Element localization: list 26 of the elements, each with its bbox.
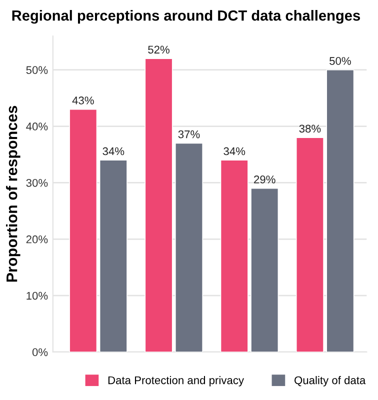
data-label: 38% — [299, 124, 321, 133]
bar — [250, 188, 279, 352]
bar — [326, 69, 354, 352]
data-label: 37% — [178, 130, 200, 138]
chart-title: Regional perceptions around DCT data challenges — [12, 10, 360, 24]
legend-label: Data Protection and privacy — [108, 376, 244, 386]
data-label: 34% — [102, 147, 124, 156]
y-tick-label: 30% — [26, 178, 48, 187]
data-label: 29% — [254, 176, 276, 184]
data-label: 52% — [148, 46, 170, 54]
y-tick-label: 50% — [26, 66, 48, 74]
data-label: 50% — [330, 57, 351, 65]
bar — [296, 137, 324, 352]
y-tick-label: 0% — [32, 348, 48, 356]
y-tick-label: 20% — [26, 235, 48, 244]
y-tick-label: 40% — [26, 122, 48, 130]
bar — [99, 160, 128, 352]
bar — [144, 58, 173, 352]
bar — [174, 142, 204, 352]
bar — [69, 108, 98, 352]
y-tick-label: 10% — [26, 292, 48, 300]
data-label: 34% — [224, 147, 246, 156]
data-label: 43% — [72, 96, 94, 104]
legend-label: Quality of data — [294, 376, 366, 386]
y-axis-title: Proportion of responces — [6, 106, 20, 282]
bar — [220, 160, 248, 352]
